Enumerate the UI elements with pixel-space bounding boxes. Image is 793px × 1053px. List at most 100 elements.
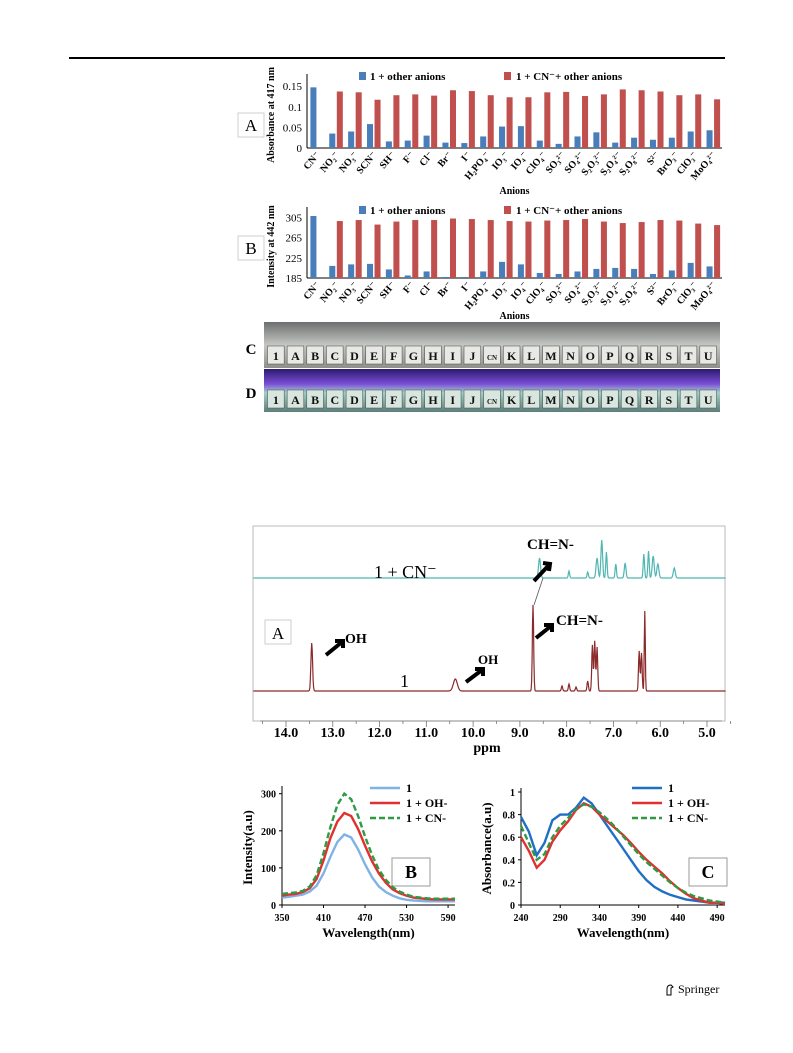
vial-label-box bbox=[385, 389, 403, 409]
bar-other-anions bbox=[423, 135, 430, 148]
nmr-x-tick-label: 6.0 bbox=[651, 726, 669, 741]
y-tick-label: 265 bbox=[286, 233, 303, 245]
nmr-annotation-oh-1: OH bbox=[345, 632, 367, 647]
vial-label-box bbox=[679, 389, 698, 409]
bar-other-anions bbox=[310, 87, 317, 148]
vial-label-box bbox=[326, 389, 344, 409]
vial-label-box bbox=[424, 389, 442, 409]
y-tick-label: 100 bbox=[261, 864, 276, 875]
nmr-label-1-plus-cn: 1 + CN⁻ bbox=[374, 562, 437, 582]
legend-label: 1 + OH- bbox=[406, 796, 448, 810]
vial-label: CN bbox=[487, 354, 497, 362]
vial-label-box bbox=[365, 389, 383, 409]
bar-other-anions bbox=[517, 264, 524, 278]
vial-label-box bbox=[620, 345, 639, 365]
bar-cn-plus-other-anions bbox=[487, 220, 494, 278]
bar-other-anions bbox=[404, 275, 411, 278]
bar-cn-plus-other-anions bbox=[412, 94, 419, 148]
vial-label-box bbox=[522, 345, 540, 365]
vial-label-box bbox=[286, 345, 305, 365]
legend-swatch-cn bbox=[504, 72, 511, 80]
panel-letter-box bbox=[237, 235, 265, 261]
bar-other-anions bbox=[631, 268, 638, 278]
vial-label-box bbox=[699, 389, 717, 409]
y-tick-label: 0.2 bbox=[503, 878, 516, 889]
bar-cn-plus-other-anions bbox=[412, 220, 419, 278]
vial-label: Q bbox=[625, 349, 634, 363]
bar-other-anions bbox=[706, 266, 713, 278]
panel-letter-c: C bbox=[246, 342, 257, 358]
vial-label-box bbox=[404, 389, 422, 409]
nmr-x-tick-label: 8.0 bbox=[558, 726, 576, 741]
line-series-1 bbox=[281, 833, 455, 903]
vial-label-box bbox=[679, 345, 698, 365]
line-series-1 bbox=[519, 795, 725, 904]
vial-label: I bbox=[450, 349, 455, 363]
vial-label: T bbox=[685, 349, 693, 363]
vial-label: C bbox=[330, 393, 339, 407]
legend-label: 1 + OH- bbox=[668, 796, 710, 810]
bar-cn-plus-other-anions bbox=[506, 97, 513, 148]
vial-label: 1 bbox=[273, 393, 279, 407]
legend-label-other-anions: 1 + other anions bbox=[370, 71, 446, 83]
x-tick-label: 470 bbox=[358, 913, 373, 924]
x-tick-label: 490 bbox=[710, 913, 725, 924]
nmr-x-tick-label: 11.0 bbox=[414, 726, 438, 741]
arrow-icon bbox=[324, 639, 345, 657]
legend-label: 1 bbox=[406, 781, 412, 795]
vial-label: N bbox=[566, 393, 575, 407]
vial-label-box bbox=[660, 345, 678, 365]
bar-cn-plus-other-anions bbox=[638, 222, 645, 278]
x-tick-label: 290 bbox=[553, 913, 568, 924]
springer-horse-icon bbox=[666, 983, 674, 995]
legend-label-cn: 1 + CN⁻+ other anions bbox=[516, 71, 623, 83]
bar-other-anions bbox=[687, 131, 694, 148]
bar-other-anions bbox=[348, 131, 355, 148]
panel-letter-b: B bbox=[245, 239, 256, 258]
x-tick-label: 240 bbox=[514, 913, 529, 924]
bar-cn-plus-other-anions bbox=[336, 221, 343, 278]
bar-cn-plus-other-anions bbox=[374, 99, 381, 148]
y-tick-label: 185 bbox=[286, 273, 303, 285]
vial-label-box bbox=[345, 389, 364, 409]
bar-other-anions bbox=[612, 267, 619, 278]
vial-label: O bbox=[586, 349, 595, 363]
vial-label: D bbox=[350, 349, 359, 363]
x-tick-label: 530 bbox=[399, 913, 414, 924]
legend-label: 1 + CN- bbox=[668, 811, 708, 825]
bar-cn-plus-other-anions bbox=[695, 94, 702, 148]
bar-other-anions bbox=[461, 276, 468, 278]
vial-label: S bbox=[666, 393, 673, 407]
bar-other-anions bbox=[480, 136, 487, 148]
bar-cn-plus-other-anions bbox=[695, 223, 702, 278]
bar-cn-plus-other-anions bbox=[657, 91, 664, 148]
bar-cn-plus-other-anions bbox=[449, 218, 457, 278]
x-axis-label: Anions bbox=[499, 311, 529, 322]
bar-cn-plus-other-anions bbox=[336, 91, 343, 148]
bar-other-anions bbox=[555, 273, 562, 278]
bar-cn-plus-other-anions bbox=[393, 221, 400, 278]
bar-cn-plus-other-anions bbox=[468, 91, 475, 148]
vial-label-box bbox=[562, 389, 580, 409]
bar-cn-plus-other-anions bbox=[355, 220, 362, 278]
y-axis-label: Absorbance(a.u) bbox=[479, 802, 494, 894]
x-tick-label: 390 bbox=[631, 913, 646, 924]
vial-label-box bbox=[503, 345, 521, 365]
y-tick-label: 0 bbox=[271, 901, 276, 912]
x-tick-label: 350 bbox=[275, 913, 290, 924]
x-tick-label: 440 bbox=[670, 913, 685, 924]
y-axis-label: Intensity(a.u) bbox=[240, 810, 255, 885]
y-tick-label: 300 bbox=[261, 790, 276, 801]
y-tick-label: 225 bbox=[286, 253, 303, 265]
panel-letter-box bbox=[237, 112, 265, 138]
vial-label: 1 bbox=[273, 349, 279, 363]
vial-label: G bbox=[409, 393, 418, 407]
vial-label-box bbox=[620, 389, 639, 409]
vial-label: L bbox=[527, 393, 535, 407]
vial-label-box bbox=[267, 389, 285, 409]
nmr-x-tick-label: 14.0 bbox=[274, 726, 299, 741]
